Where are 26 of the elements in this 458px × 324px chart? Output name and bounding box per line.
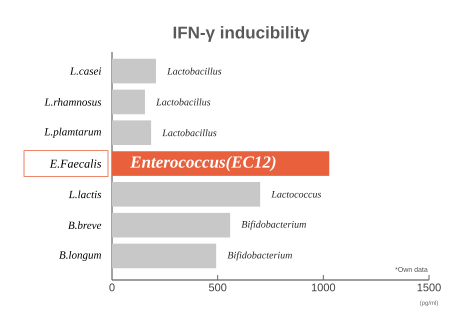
y-tick-label: L.casei — [70, 67, 102, 75]
bar — [112, 212, 230, 238]
y-tick-label: E.Faecalis — [50, 159, 102, 168]
bar — [112, 244, 216, 268]
annotation: Lactobacillus — [156, 98, 210, 106]
annotation: Lactococcus — [271, 191, 322, 198]
y-tick-label: L.rhamnosus — [44, 98, 102, 106]
bar — [112, 58, 156, 84]
x-tick-label: 1500 — [418, 284, 441, 292]
y-tick-label: B.breve — [68, 221, 102, 230]
y-tick-label: B.longum — [59, 250, 102, 261]
y-tick-label: L.lactis — [68, 190, 102, 198]
bar — [112, 120, 152, 146]
annotation: Lactobacillus — [162, 129, 216, 136]
bar — [112, 182, 260, 207]
annotation: Lactobacillus — [167, 68, 222, 75]
x-tick-label: 0 — [109, 284, 115, 292]
chart-title: IFN-γ inducibility — [174, 26, 310, 42]
bar — [112, 90, 145, 114]
x-tick-label: 1000 — [312, 284, 336, 292]
y-tick-label: L.plamtarum — [44, 128, 102, 138]
annotation: Enterococcus(EC12) — [130, 156, 276, 172]
bar — [112, 151, 330, 176]
annotation: Bifidobacterium — [241, 220, 306, 230]
annotation: Bifidobacterium — [227, 251, 292, 261]
x-tick-label: 500 — [208, 284, 226, 292]
